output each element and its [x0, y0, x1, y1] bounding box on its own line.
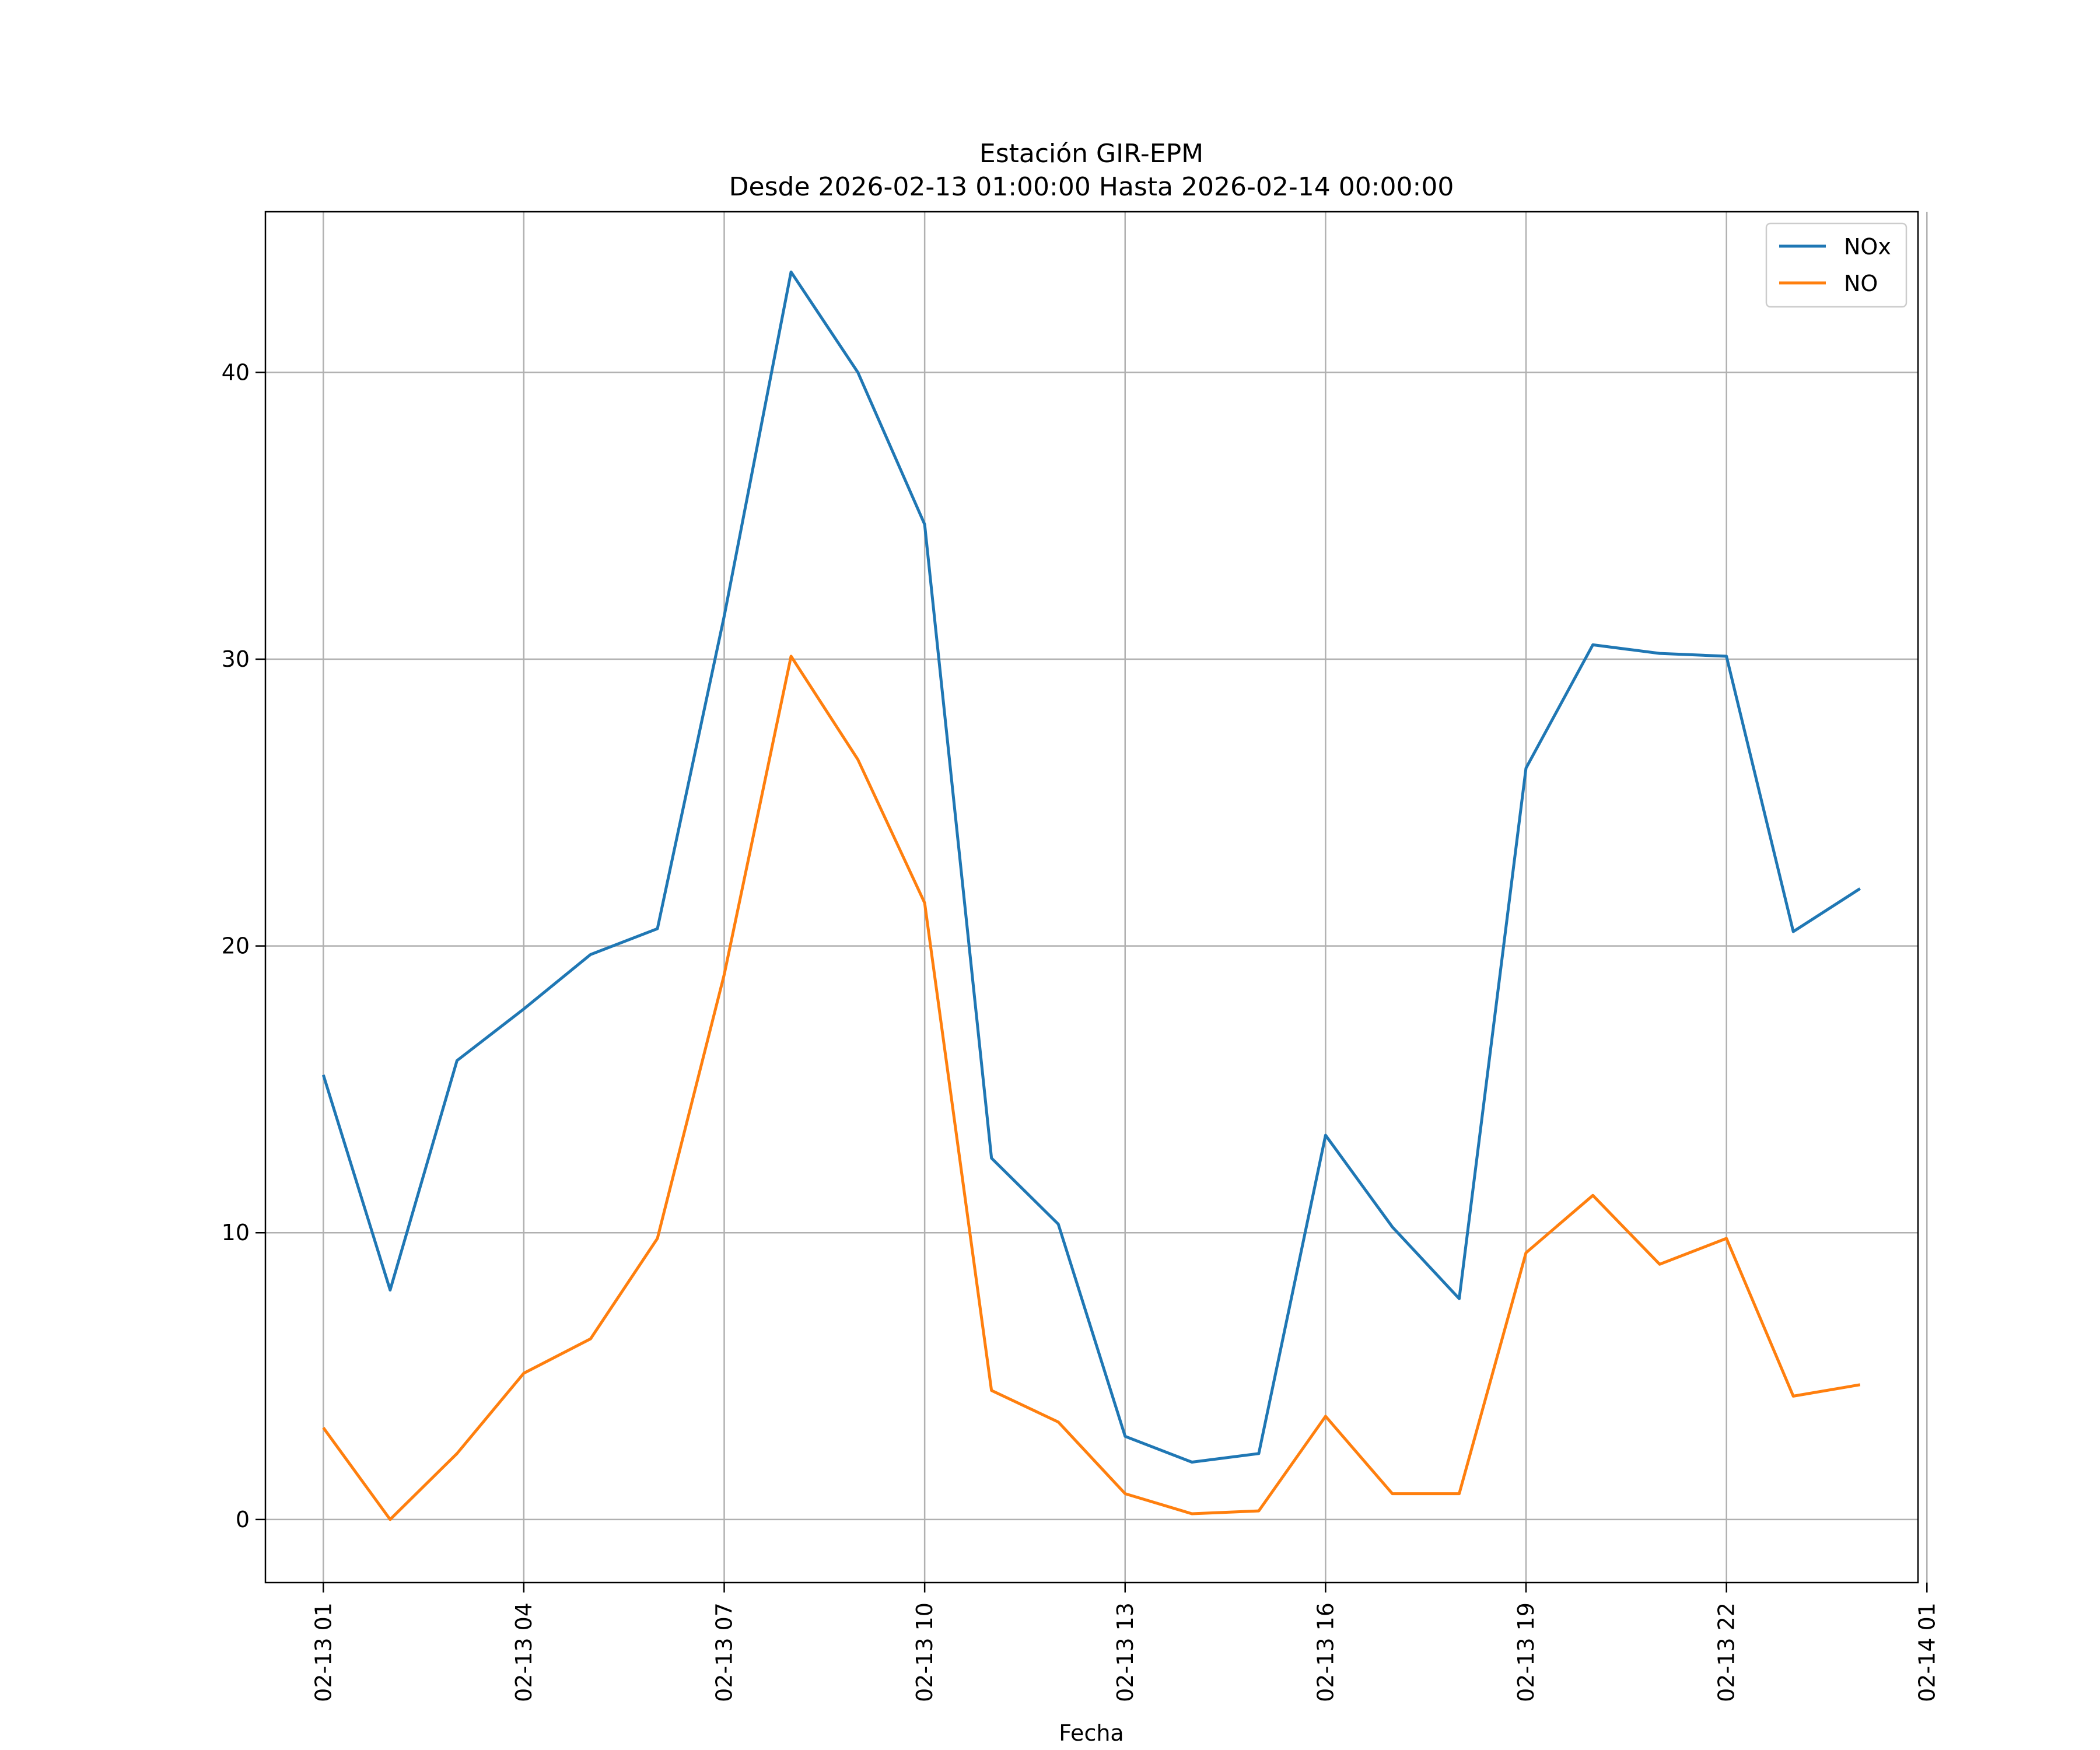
legend-frame — [1765, 222, 1908, 308]
grid-layer — [265, 212, 1928, 1583]
x-tick-label: 02-13 13 — [1112, 1602, 1138, 1702]
legend: NOx NO — [1765, 222, 1908, 308]
series-line-nox — [321, 270, 1861, 1464]
series-layer — [321, 270, 1861, 1521]
y-tick-label: 0 — [236, 1507, 250, 1532]
y-tick-label: 30 — [222, 646, 250, 672]
plot-area-frame — [264, 211, 1919, 1584]
x-tick-label: 02-13 16 — [1312, 1602, 1338, 1702]
y-tick-label: 40 — [222, 359, 250, 385]
legend-label-nox: NOx — [1844, 234, 1891, 260]
x-axis-label: Fecha — [1059, 1720, 1124, 1746]
x-tick-label: 02-14 01 — [1914, 1602, 1940, 1702]
series-line-no — [322, 654, 1861, 1521]
chart-title: Estación GIR-EPM — [979, 139, 1203, 169]
x-tick-label: 02-13 04 — [511, 1602, 537, 1702]
x-tick-label: 02-13 01 — [310, 1602, 336, 1702]
x-tick-label: 02-13 10 — [912, 1602, 937, 1702]
x-tick-label: 02-13 07 — [712, 1602, 737, 1702]
y-tick-label: 10 — [222, 1220, 250, 1245]
x-tick-label: 02-13 22 — [1714, 1602, 1740, 1702]
y-tick-label: 20 — [222, 933, 250, 959]
x-tick-label: 02-13 19 — [1513, 1602, 1539, 1702]
legend-label-no: NO — [1844, 271, 1878, 296]
tick-layer: 02-13 01 02-13 04 02-13 07 02-13 10 02-13 13… — [222, 359, 1940, 1702]
chart-subtitle: Desde 2026-02-13 01:00:00 Hasta 2026-02-… — [729, 172, 1454, 202]
